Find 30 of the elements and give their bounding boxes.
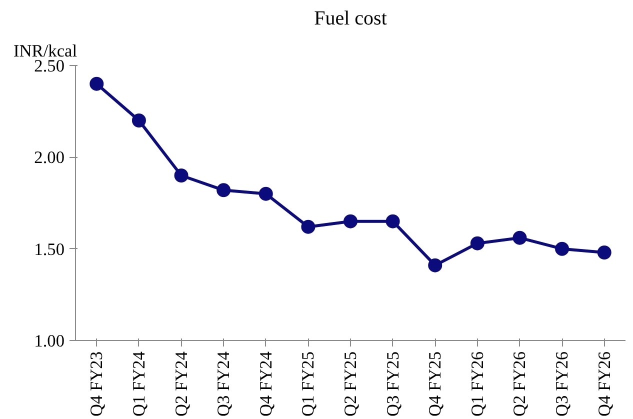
point (132, 114, 146, 128)
x-tick-label: Q1 FY25 (298, 351, 318, 416)
point (470, 236, 484, 250)
x-tick-label: Q3 FY24 (214, 351, 234, 416)
point (428, 258, 442, 272)
x-tick-label: Q4 FY26 (594, 351, 614, 416)
point (597, 246, 612, 260)
x-tick-label: Q3 FY25 (383, 351, 402, 416)
y-tick-label: 1.50 (34, 240, 65, 259)
point (555, 242, 570, 256)
chart-title: Fuel cost (314, 8, 388, 30)
x-tick-label: Q4 FY23 (87, 351, 106, 416)
point (386, 214, 400, 228)
x-tick-label: Q2 FY26 (510, 351, 530, 416)
x-tick-label: Q2 FY25 (341, 351, 360, 416)
x-tick-label: Q4 FY24 (256, 351, 276, 416)
x-tick-label: Q3 FY26 (552, 351, 572, 416)
y-tick-label: 1.00 (34, 332, 65, 350)
point (174, 168, 188, 182)
point (512, 230, 527, 245)
x-tick-label: Q1 FY26 (468, 351, 487, 416)
x-tick-label: Q2 FY24 (172, 351, 191, 416)
point (344, 214, 358, 228)
y-tick-label: 2.00 (34, 148, 65, 168)
point (90, 76, 104, 91)
point (258, 186, 273, 201)
x-tick-label: Q1 FY24 (129, 351, 148, 416)
point (216, 183, 231, 198)
x-tick-label: Q4 FY25 (426, 351, 445, 416)
point (301, 220, 316, 234)
